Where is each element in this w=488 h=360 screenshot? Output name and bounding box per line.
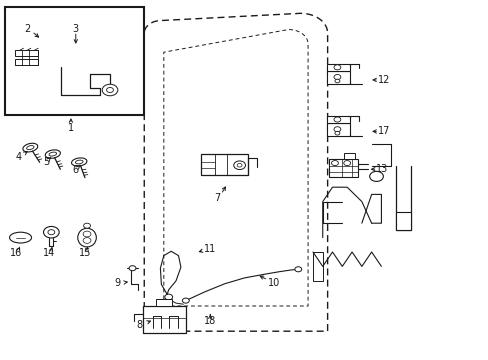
Ellipse shape	[10, 232, 31, 243]
Circle shape	[83, 231, 91, 237]
Text: 14: 14	[42, 248, 55, 258]
Circle shape	[333, 75, 340, 80]
Bar	[5, 7, 144, 115]
Bar	[156, 299, 172, 306]
Text: 11: 11	[203, 244, 216, 254]
Bar	[328, 159, 358, 177]
Circle shape	[369, 171, 383, 181]
Ellipse shape	[23, 143, 38, 152]
Circle shape	[333, 127, 340, 132]
Text: 16: 16	[9, 248, 22, 258]
Circle shape	[102, 84, 118, 96]
Text: 5: 5	[43, 157, 49, 167]
Bar	[343, 153, 354, 159]
Bar	[326, 71, 349, 84]
Text: 10: 10	[267, 278, 280, 288]
Circle shape	[233, 161, 245, 170]
Text: 6: 6	[73, 165, 79, 175]
Bar	[15, 50, 38, 56]
Text: 4: 4	[16, 152, 21, 162]
Circle shape	[294, 267, 301, 272]
Circle shape	[83, 223, 90, 228]
Ellipse shape	[78, 228, 96, 247]
Bar	[395, 212, 410, 230]
Circle shape	[106, 87, 113, 93]
Text: 15: 15	[79, 248, 92, 258]
Ellipse shape	[26, 145, 34, 150]
Text: 8: 8	[136, 320, 142, 330]
Bar	[326, 123, 349, 136]
Circle shape	[182, 298, 189, 303]
Ellipse shape	[75, 160, 83, 164]
Circle shape	[334, 131, 339, 135]
Ellipse shape	[49, 152, 57, 156]
Circle shape	[48, 230, 55, 235]
Circle shape	[83, 238, 91, 243]
Bar	[201, 154, 247, 175]
Circle shape	[343, 161, 350, 166]
Text: 17: 17	[377, 126, 389, 136]
Circle shape	[333, 117, 340, 122]
Text: 12: 12	[377, 75, 389, 85]
Text: 9: 9	[114, 278, 120, 288]
Text: 3: 3	[73, 24, 79, 34]
Circle shape	[331, 161, 338, 166]
Bar	[326, 64, 349, 71]
Bar	[326, 116, 349, 123]
Text: 7: 7	[214, 193, 220, 203]
Text: 2: 2	[24, 24, 30, 34]
Circle shape	[164, 294, 172, 300]
Circle shape	[237, 163, 242, 167]
Text: 18: 18	[203, 316, 216, 326]
Circle shape	[334, 79, 339, 83]
Bar	[142, 306, 185, 333]
Circle shape	[333, 65, 340, 70]
Ellipse shape	[45, 150, 60, 158]
Circle shape	[43, 226, 59, 238]
Text: 1: 1	[68, 123, 74, 133]
Circle shape	[129, 266, 136, 271]
Ellipse shape	[71, 158, 87, 166]
Text: 13: 13	[375, 164, 388, 174]
Bar	[15, 59, 38, 65]
